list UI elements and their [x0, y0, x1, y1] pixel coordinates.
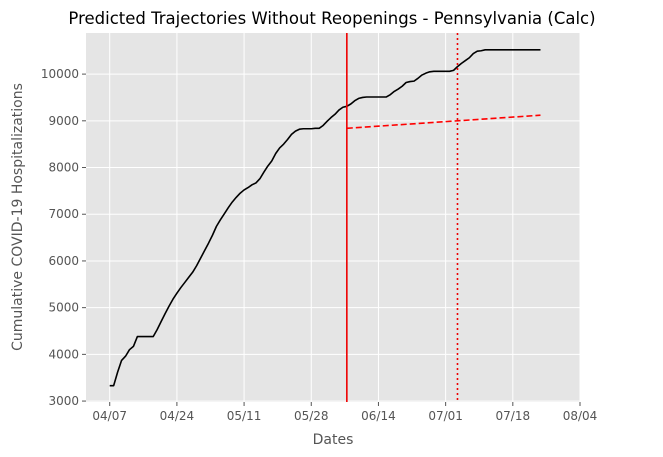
x-tick-label: 04/24	[160, 409, 195, 423]
y-tick-label: 5000	[48, 301, 79, 315]
x-tick-label: 08/04	[563, 409, 598, 423]
y-tick-label: 6000	[48, 254, 79, 268]
y-tick-label: 9000	[48, 114, 79, 128]
x-tick-label: 07/01	[428, 409, 463, 423]
predicted-series-line	[346, 114, 541, 130]
x-axis-ticks: 04/07 04/24 05/11 05/28 06/14 07/01 07/18 08/04	[92, 402, 597, 423]
x-tick-label: 06/14	[361, 409, 396, 423]
y-tick-label: 4000	[48, 347, 79, 361]
y-tick-label: 8000	[48, 161, 79, 175]
x-axis-label: Dates	[313, 432, 354, 448]
y-axis-label: Cumulative COVID-19 Hospitalizations	[10, 83, 26, 351]
x-tick-label: 07/18	[496, 409, 531, 423]
y-tick-label: 7000	[48, 207, 79, 221]
observed-series-line	[109, 49, 541, 387]
x-tick-label: 04/07	[92, 409, 127, 423]
x-tick-label: 05/11	[227, 409, 262, 423]
plot-lines	[109, 33, 541, 402]
plot-area	[86, 33, 580, 402]
y-axis-ticks: 3000 4000 5000 6000 7000 8000 9000 10000	[41, 67, 86, 408]
x-tick-label: 05/28	[294, 409, 329, 423]
y-tick-label: 10000	[41, 67, 79, 81]
chart-title: Predicted Trajectories Without Reopening…	[68, 9, 595, 28]
y-tick-label: 3000	[48, 394, 79, 408]
